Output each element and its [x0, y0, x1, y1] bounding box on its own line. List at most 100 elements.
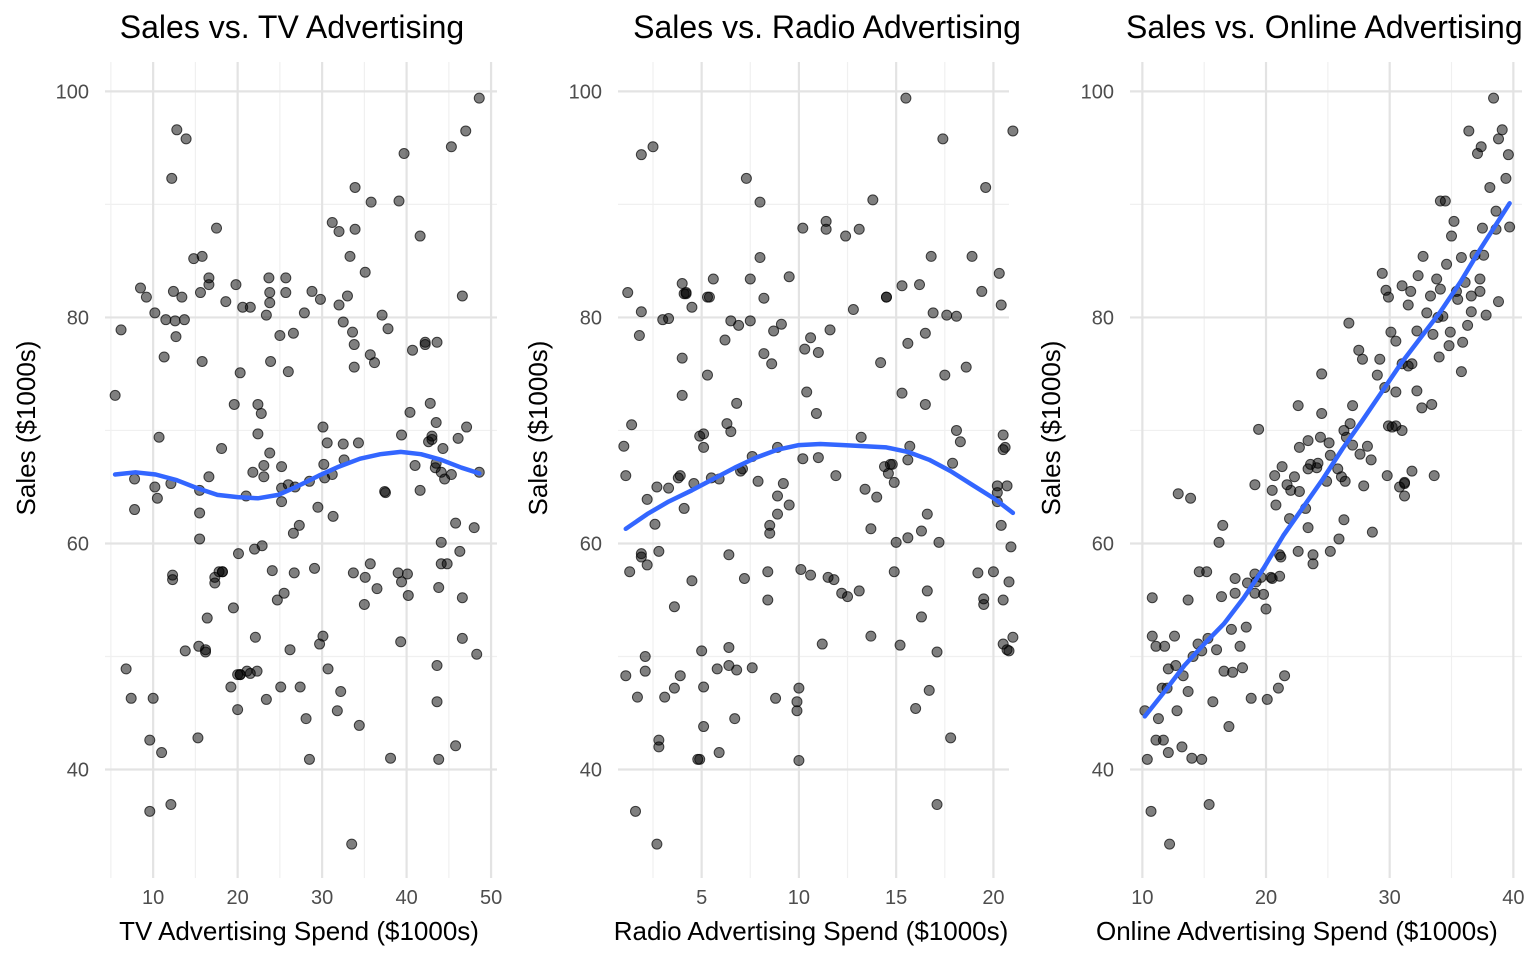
data-point [264, 447, 276, 459]
data-point [1176, 741, 1188, 753]
data-point [1145, 805, 1157, 817]
data-point [719, 334, 731, 346]
data-point [1446, 230, 1458, 242]
data-point [1344, 418, 1356, 430]
data-point [359, 266, 371, 278]
data-point [454, 545, 466, 557]
data-point [1249, 479, 1261, 491]
data-point [1196, 753, 1208, 765]
data-point [639, 650, 651, 662]
data-point [1441, 258, 1453, 270]
data-point [200, 644, 212, 656]
data-point [793, 682, 805, 694]
data-point [635, 149, 647, 161]
data-point [842, 591, 854, 603]
data-point [1353, 344, 1365, 356]
data-point [358, 598, 370, 610]
data-point [731, 397, 743, 409]
data-point [1279, 670, 1291, 682]
data-point [1502, 149, 1514, 161]
data-point [216, 443, 228, 455]
data-point [129, 473, 141, 485]
data-point [954, 436, 966, 448]
data-point [997, 594, 1009, 606]
data-point [409, 459, 421, 471]
data-point [1223, 721, 1235, 733]
data-point [1343, 317, 1355, 329]
data-point [156, 747, 168, 759]
data-point [393, 195, 405, 207]
data-point [635, 306, 647, 318]
data-point [249, 631, 261, 643]
data-point [1439, 195, 1451, 207]
data-point [1443, 340, 1455, 352]
y-tick-label: 100 [56, 81, 89, 103]
data-point [1274, 570, 1286, 582]
data-point [1324, 545, 1336, 557]
x-axis-label: Radio Advertising Spend ($1000s) [614, 916, 1009, 946]
data-point [1399, 478, 1411, 490]
data-point [431, 660, 443, 672]
data-point [1307, 558, 1319, 570]
data-point [364, 558, 376, 570]
data-point [194, 507, 206, 519]
data-point [923, 684, 935, 696]
data-point [149, 481, 161, 493]
data-point [659, 691, 671, 703]
data-point [1361, 440, 1373, 452]
data-point [230, 279, 242, 291]
data-point [1159, 640, 1171, 652]
data-point [115, 324, 127, 336]
data-point [995, 519, 1007, 531]
data-point [713, 747, 725, 759]
data-point [166, 172, 178, 184]
data-point [178, 314, 190, 326]
data-point [349, 181, 361, 193]
x-tick-label: 40 [395, 887, 417, 909]
data-point [754, 252, 766, 264]
data-point [258, 471, 270, 483]
data-point [853, 223, 865, 235]
data-point [1493, 296, 1505, 308]
data-point [801, 386, 813, 398]
data-point [179, 645, 191, 657]
data-point [1162, 747, 1174, 759]
data-point [278, 587, 290, 599]
data-point [674, 670, 686, 682]
data-point [445, 469, 457, 481]
data-point [165, 799, 177, 811]
data-point [352, 437, 364, 449]
data-point [326, 216, 338, 228]
data-point [919, 398, 931, 410]
data-point [793, 754, 805, 766]
data-point [317, 421, 329, 433]
data-point [744, 273, 756, 285]
data-point [376, 309, 388, 321]
panel-title: Sales vs. Online Advertising [1126, 9, 1523, 45]
data-point [1266, 484, 1278, 496]
data-point [855, 431, 867, 443]
data-point [468, 522, 480, 534]
data-point [758, 292, 770, 304]
data-point [312, 501, 324, 513]
data-point [791, 705, 803, 717]
data-point [247, 466, 259, 478]
data-point [1376, 267, 1388, 279]
data-point [344, 250, 356, 262]
data-point [396, 429, 408, 441]
data-point [1417, 250, 1429, 262]
x-tick-label: 10 [1131, 887, 1153, 909]
data-point [890, 536, 902, 548]
data-point [1201, 566, 1213, 578]
data-point [260, 693, 272, 705]
data-point [456, 632, 468, 644]
data-point [919, 327, 931, 339]
data-point [1381, 470, 1393, 482]
data-point [859, 483, 871, 495]
data-point [1260, 603, 1272, 615]
x-tick-label: 10 [788, 887, 810, 909]
data-point [746, 662, 758, 674]
data-point [791, 696, 803, 708]
data-point [1240, 621, 1252, 633]
